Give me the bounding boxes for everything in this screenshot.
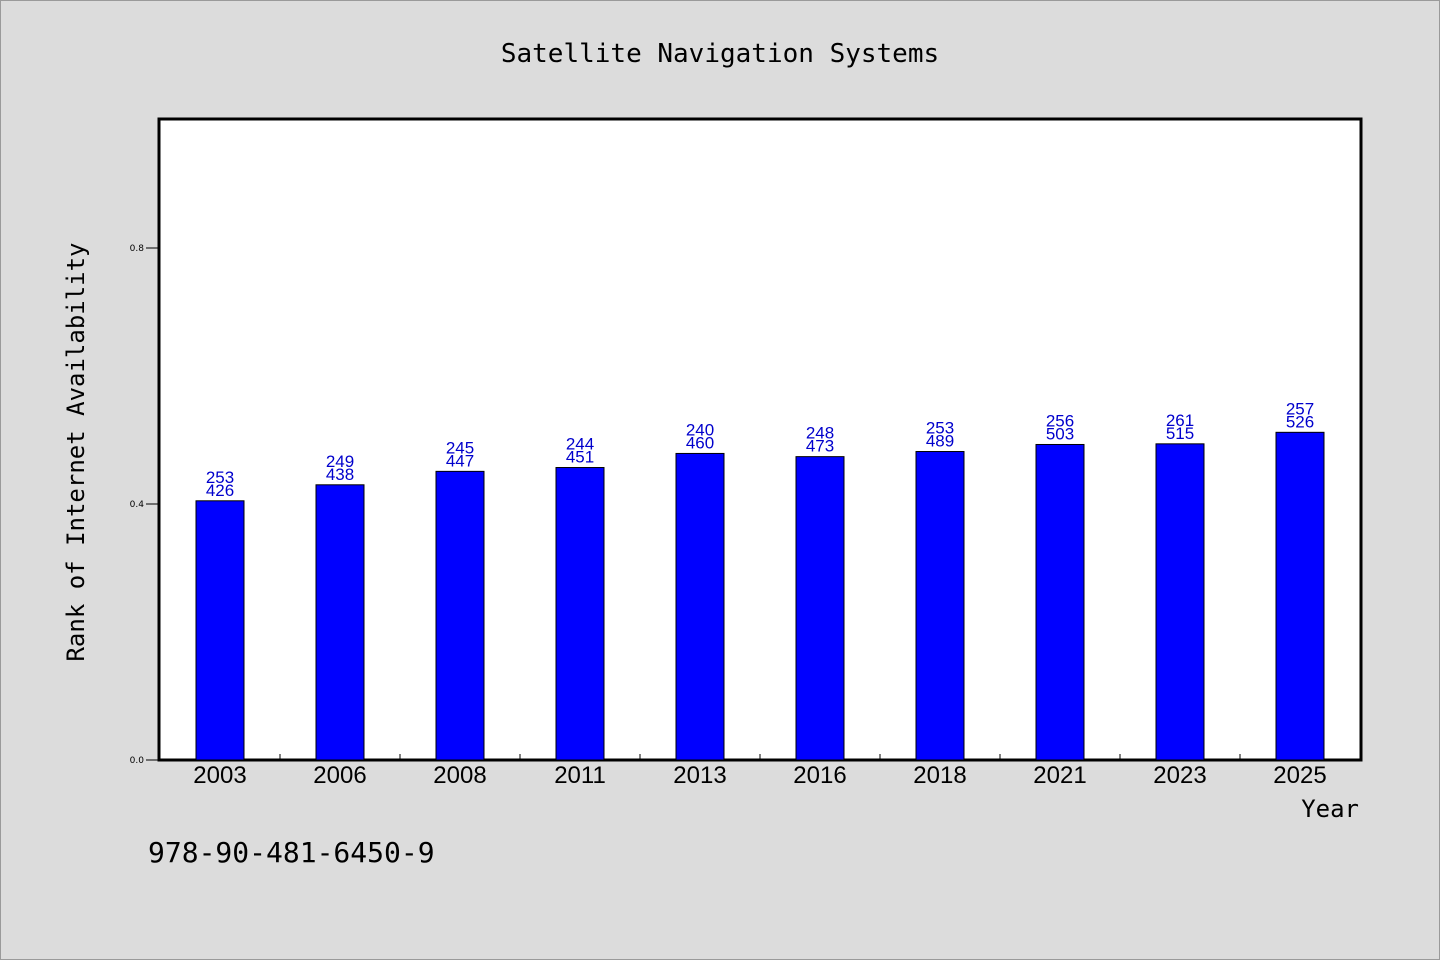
- x-ticks-group: 2003 2006 2008 2011 2013 2016 2018 2021 2023 2025: [193, 754, 1327, 789]
- bar-2016: [795, 456, 845, 761]
- x-tick-label-2021: 2021: [1033, 762, 1086, 789]
- x-tick-label-2011: 2011: [554, 762, 606, 789]
- x-tick-label-2006: 2006: [313, 762, 366, 789]
- bar-2008: [435, 470, 485, 761]
- data-label-bottom-2016: 473: [806, 437, 834, 456]
- data-label-top-2013: 240: [686, 420, 714, 439]
- x-tick-label-2016: 2016: [793, 762, 846, 789]
- data-label-top-2018: 253: [926, 419, 954, 438]
- y-tick-label-0.4: 0.4: [130, 500, 145, 510]
- data-label-top-2025: 257: [1286, 399, 1314, 418]
- x-tick-label-2003: 2003: [193, 762, 246, 789]
- data-label-top-2006: 249: [326, 452, 354, 471]
- x-axis-label: Year: [1301, 795, 1359, 823]
- data-label-top-2016: 248: [806, 424, 834, 443]
- data-label-bottom-2006: 438: [326, 465, 354, 484]
- data-label-bottom-2025: 526: [1286, 412, 1314, 431]
- data-labels-group: 2534262494382454472444512404602484732534…: [206, 399, 1314, 499]
- data-label-bottom-2003: 426: [206, 481, 234, 500]
- y-tick-label-0.0: 0.0: [130, 756, 145, 766]
- bar-2018: [915, 451, 965, 761]
- data-label-bottom-2008: 447: [446, 451, 474, 470]
- data-label-bottom-2023: 515: [1166, 424, 1194, 443]
- x-tick-label-2025: 2025: [1273, 762, 1326, 789]
- bar-2013: [675, 452, 725, 761]
- x-tick-label-2023: 2023: [1153, 762, 1206, 789]
- chart-title: Satellite Navigation Systems: [501, 39, 939, 69]
- data-label-top-2011: 244: [566, 435, 594, 454]
- x-tick-label-2018: 2018: [913, 762, 966, 789]
- y-tick-label-0.8: 0.8: [130, 244, 145, 254]
- data-label-bottom-2018: 489: [926, 432, 954, 451]
- y-ticks-group: 0.0 0.4 0.8: [130, 244, 160, 766]
- bar-2003: [195, 500, 245, 761]
- x-tick-label-2013: 2013: [673, 762, 726, 789]
- x-tick-label-2008: 2008: [433, 762, 486, 789]
- bar-2023: [1155, 443, 1205, 761]
- bar-2011: [555, 467, 605, 761]
- data-label-bottom-2021: 503: [1046, 424, 1074, 443]
- data-label-bottom-2013: 460: [686, 433, 714, 452]
- y-axis-label: Rank of Internet Availability: [62, 242, 90, 661]
- data-label-top-2008: 245: [446, 438, 474, 457]
- bar-2006: [315, 484, 365, 761]
- data-label-top-2023: 261: [1166, 411, 1194, 430]
- isbn-footer: 978-90-481-6450-9: [148, 836, 435, 869]
- data-label-top-2003: 253: [206, 468, 234, 487]
- bars-group: [195, 431, 1325, 761]
- bar-2025: [1275, 431, 1325, 761]
- data-label-bottom-2011: 451: [566, 448, 594, 467]
- bar-2021: [1035, 443, 1085, 761]
- data-label-top-2021: 256: [1046, 411, 1074, 430]
